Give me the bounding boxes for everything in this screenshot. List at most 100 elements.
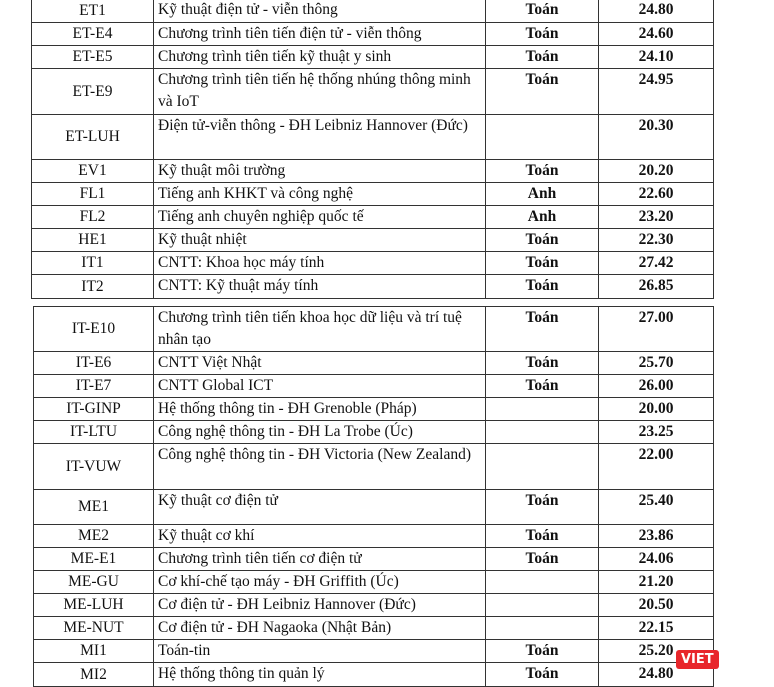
major-name: Điện tử-viễn thông - ĐH Leibniz Hannover… (153, 114, 486, 160)
table-row: IT1 CNTT: Khoa học máy tính Toán 27.42 (31, 251, 714, 275)
major-name: Cơ khí-chế tạo máy - ĐH Griffith (Úc) (153, 570, 486, 594)
subject (485, 593, 599, 617)
major-code: IT-GINP (33, 397, 154, 421)
major-code: FL2 (31, 205, 154, 229)
table-row: ME2 Kỹ thuật cơ khí Toán 23.86 (33, 524, 714, 548)
subject: Toán (485, 351, 599, 375)
subject: Toán (485, 374, 599, 398)
table-row: EV1 Kỹ thuật môi trường Toán 20.20 (31, 159, 714, 183)
table-row: IT2 CNTT: Kỹ thuật máy tính Toán 26.85 (31, 274, 714, 299)
score: 24.60 (598, 22, 714, 46)
major-code: MI2 (33, 662, 154, 687)
watermark: VIET (676, 650, 719, 669)
table-row: IT-E10 Chương trình tiên tiến khoa học dữ… (33, 306, 714, 352)
score: 24.10 (598, 45, 714, 69)
table-row: ET-E9 Chương trình tiên tiến hệ thống nhú… (31, 68, 714, 115)
major-name: Kỹ thuật cơ khí (153, 524, 486, 548)
major-code: EV1 (31, 159, 154, 183)
major-code: IT2 (31, 274, 154, 299)
table-row: ET1 Kỹ thuật điện tử - viễn thông Toán 24.8… (31, 0, 714, 23)
score: 27.00 (598, 306, 714, 352)
subject: Toán (485, 639, 599, 663)
major-code: ME-GU (33, 570, 154, 594)
subject (485, 616, 599, 640)
table-row: IT-E6 CNTT Việt Nhật Toán 25.70 (33, 351, 714, 375)
score-table: IT-E10 Chương trình tiên tiến khoa học dữ… (33, 306, 714, 687)
score: 22.60 (598, 182, 714, 206)
major-name: Cơ điện tử - ĐH Leibniz Hannover (Đức) (153, 593, 486, 617)
table-row: IT-LTU Công nghệ thông tin - ĐH La Trobe … (33, 420, 714, 444)
table-row: IT-GINP Hệ thống thông tin - ĐH Grenoble … (33, 397, 714, 421)
major-name: Hệ thống thông tin - ĐH Grenoble (Pháp) (153, 397, 486, 421)
major-code: IT1 (31, 251, 154, 275)
subject (485, 397, 599, 421)
major-code: ET1 (31, 0, 154, 23)
major-name: CNTT: Kỹ thuật máy tính (153, 274, 486, 299)
score: 24.06 (598, 547, 714, 571)
score: 22.00 (598, 443, 714, 490)
major-name: Kỹ thuật cơ điện tử (153, 489, 486, 525)
score: 20.00 (598, 397, 714, 421)
score: 21.20 (598, 570, 714, 594)
subject: Toán (485, 45, 599, 69)
table-row: ET-E5 Chương trình tiên tiến kỹ thuật y s… (31, 45, 714, 69)
subject: Toán (485, 489, 599, 525)
major-name: Toán-tin (153, 639, 486, 663)
subject: Toán (485, 159, 599, 183)
score: 24.80 (598, 0, 714, 23)
major-name: Cơ điện tử - ĐH Nagaoka (Nhật Bản) (153, 616, 486, 640)
score: 24.95 (598, 68, 714, 115)
score: 26.00 (598, 374, 714, 398)
table-row: ME-GU Cơ khí-chế tạo máy - ĐH Griffith (Ú… (33, 570, 714, 594)
table-row: FL2 Tiếng anh chuyên nghiệp quốc tế Anh 23.… (31, 205, 714, 229)
major-code: ET-LUH (31, 114, 154, 160)
major-name: Chương trình tiên tiến điện tử - viễn th… (153, 22, 486, 46)
major-code: ME-NUT (33, 616, 154, 640)
score: 20.50 (598, 593, 714, 617)
major-name: Tiếng anh KHKT và công nghệ (153, 182, 486, 206)
score: 20.20 (598, 159, 714, 183)
major-code: ME-LUH (33, 593, 154, 617)
major-code: ME2 (33, 524, 154, 548)
major-name: Kỹ thuật môi trường (153, 159, 486, 183)
table-row: ME-E1 Chương trình tiên tiến cơ điện tử To… (33, 547, 714, 571)
table-row: ET-LUH Điện tử-viễn thông - ĐH Leibniz Ha… (31, 114, 714, 160)
major-code: IT-E7 (33, 374, 154, 398)
major-name: Chương trình tiên tiến khoa học dữ liệu … (153, 306, 486, 352)
major-code: IT-E6 (33, 351, 154, 375)
subject: Toán (485, 22, 599, 46)
table-row: HE1 Kỹ thuật nhiệt Toán 22.30 (31, 228, 714, 252)
subject (485, 420, 599, 444)
score: 22.30 (598, 228, 714, 252)
score: 20.30 (598, 114, 714, 160)
subject: Anh (485, 205, 599, 229)
major-code: ET-E9 (31, 68, 154, 115)
table-row: IT-E7 CNTT Global ICT Toán 26.00 (33, 374, 714, 398)
table-row: MI2 Hệ thống thông tin quản lý Toán 24.80 (33, 662, 714, 687)
subject: Toán (485, 524, 599, 548)
major-code: ET-E5 (31, 45, 154, 69)
major-name: CNTT: Khoa học máy tính (153, 251, 486, 275)
subject: Toán (485, 68, 599, 115)
score: 25.40 (598, 489, 714, 525)
subject: Toán (485, 274, 599, 299)
table-row: ME-NUT Cơ điện tử - ĐH Nagaoka (Nhật Bản)… (33, 616, 714, 640)
table-row: ME1 Kỹ thuật cơ điện tử Toán 25.40 (33, 489, 714, 525)
subject: Toán (485, 662, 599, 687)
major-name: Công nghệ thông tin - ĐH Victoria (New Z… (153, 443, 486, 490)
table-row: IT-VUW Công nghệ thông tin - ĐH Victoria … (33, 443, 714, 490)
score-table: ET1 Kỹ thuật điện tử - viễn thông Toán 24.8… (31, 0, 714, 299)
major-code: MI1 (33, 639, 154, 663)
score: 25.70 (598, 351, 714, 375)
major-code: HE1 (31, 228, 154, 252)
score: 27.42 (598, 251, 714, 275)
score: 23.20 (598, 205, 714, 229)
score: 26.85 (598, 274, 714, 299)
subject: Toán (485, 0, 599, 23)
subject (485, 443, 599, 490)
major-name: Kỹ thuật điện tử - viễn thông (153, 0, 486, 23)
table-row: ME-LUH Cơ điện tử - ĐH Leibniz Hannover (… (33, 593, 714, 617)
major-code: ME1 (33, 489, 154, 525)
major-name: Chương trình tiên tiến kỹ thuật y sinh (153, 45, 486, 69)
